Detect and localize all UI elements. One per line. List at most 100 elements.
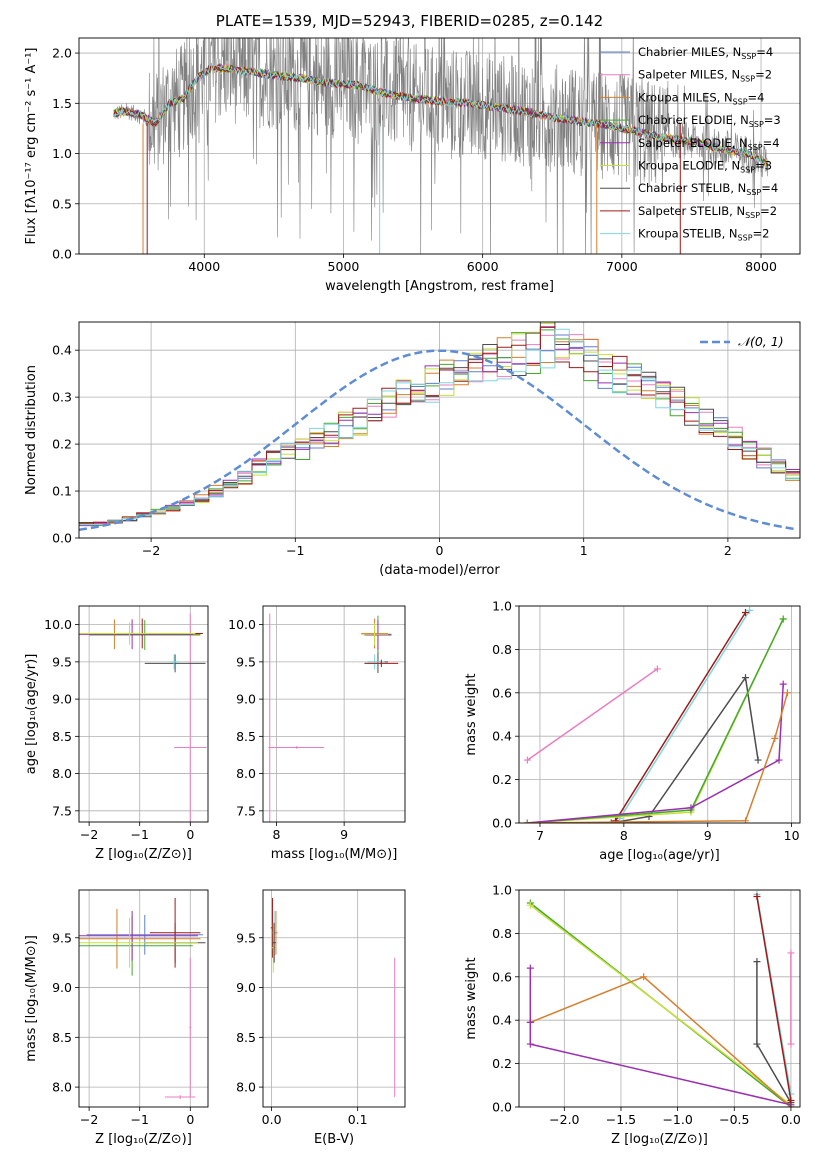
age_vs_mass-xlabel: mass [log₁₀(M/M⊙)] bbox=[271, 847, 398, 862]
weight_vs_Z-marker bbox=[526, 901, 534, 909]
weight_vs_Z-xtick-label: −2.0 bbox=[549, 1112, 579, 1127]
age_vs_mass-xtick-label: 8 bbox=[273, 827, 281, 842]
mass_vs_ebv-ytick-label: 9.5 bbox=[236, 930, 256, 945]
mass_vs_ebv-ytick-label: 8.5 bbox=[236, 1030, 256, 1045]
weight_vs_Z-marker bbox=[753, 1040, 761, 1048]
weight_vs_Z-marker bbox=[640, 973, 648, 981]
weight_vs_Z-series-kroupa-miles bbox=[530, 975, 792, 1107]
weight_vs_Z-marker bbox=[787, 1040, 795, 1048]
weight_vs_age-marker bbox=[687, 804, 695, 812]
age_vs_Z-ytick-label: 8.0 bbox=[52, 766, 72, 781]
weight_vs_Z-ytick-label: 0.4 bbox=[492, 1013, 512, 1028]
legend-entry-8: Kroupa STELIB, NSSP=2 bbox=[638, 227, 769, 243]
age_vs_Z-ylabel: age [log₁₀(age/yr)] bbox=[24, 654, 39, 775]
legend-entry-normal: 𝒩(0, 1) bbox=[738, 334, 784, 349]
weight_vs_age-ytick-label: 0.0 bbox=[492, 816, 512, 831]
mass_vs_ebv-xlabel: E(B-V) bbox=[314, 1132, 354, 1147]
residuals-ytick-label: 0.4 bbox=[52, 343, 72, 358]
legend-count: =4 bbox=[761, 181, 778, 195]
age_vs_Z-plot-area bbox=[79, 613, 207, 822]
weight_vs_age-ylabel: mass weight bbox=[464, 673, 479, 755]
age_vs_Z-ytick-label: 7.5 bbox=[52, 803, 72, 818]
mass_vs_ebv-ytick-label: 8.0 bbox=[236, 1080, 256, 1095]
weight_vs_Z-ytick-label: 0.8 bbox=[492, 926, 512, 941]
weight_vs_Z-ytick-label: 0.6 bbox=[492, 969, 512, 984]
legend-entry-3: Chabrier ELODIE, NSSP=3 bbox=[638, 113, 781, 129]
weight_vs_Z-marker bbox=[526, 964, 534, 972]
age_vs_mass-xtick-label: 9 bbox=[340, 827, 348, 842]
age_vs_Z-xtick-label: 0 bbox=[186, 827, 194, 842]
histogram-kroupa-stelib bbox=[79, 328, 800, 525]
mass_vs_ebv-ytick-label: 9.0 bbox=[236, 980, 256, 995]
weight_vs_age-marker bbox=[775, 756, 783, 764]
spectrum-xtick-label: 6000 bbox=[467, 259, 499, 274]
residuals-xtick-label: −1 bbox=[286, 543, 304, 558]
mass_vs_Z-xtick-label: −1 bbox=[130, 1112, 148, 1127]
mass_vs_Z-xtick-label: 0 bbox=[186, 1112, 194, 1127]
weight_vs_age-marker bbox=[779, 680, 787, 688]
weight_vs_Z-ytick-label: 1.0 bbox=[492, 883, 512, 898]
residuals-ylabel: Normed distribution bbox=[24, 365, 39, 495]
spectrum-ytick-label: 0.0 bbox=[52, 247, 72, 262]
age_vs_Z-ytick-label: 9.5 bbox=[52, 654, 72, 669]
weight_vs_age-series-chabrier-stelib bbox=[611, 675, 759, 823]
weight_vs_age-ytick-label: 0.2 bbox=[492, 772, 512, 787]
weight_vs_age-marker bbox=[783, 689, 791, 697]
figure-title: PLATE=1539, MJD=52943, FIBERID=0285, z=0… bbox=[215, 12, 604, 30]
spectrum-xtick-label: 5000 bbox=[328, 259, 360, 274]
mass_vs_ebv-plot-area bbox=[270, 897, 396, 1098]
weight_vs_age-xtick-label: 9 bbox=[704, 828, 712, 843]
weight_vs_age-marker bbox=[653, 665, 661, 673]
weight_vs_age-series-kroupa-miles bbox=[527, 692, 789, 823]
weight_vs_age-xtick-label: 7 bbox=[536, 828, 544, 843]
spectrum-xlabel: wavelength [Angstrom, rest frame] bbox=[325, 279, 554, 294]
weight_vs_age-marker bbox=[523, 756, 531, 764]
weight_vs_age-marker bbox=[523, 819, 531, 823]
age_vs_Z-ytick-label: 9.0 bbox=[52, 692, 72, 707]
age_vs_mass-ytick-label: 8.5 bbox=[236, 729, 256, 744]
spectrum-ytick-label: 1.5 bbox=[52, 96, 72, 111]
weight_vs_age-marker bbox=[754, 756, 762, 764]
age_vs_Z-ytick-label: 8.5 bbox=[52, 729, 72, 744]
weight_vs_age-marker bbox=[746, 606, 754, 614]
mass_vs_Z-ylabel: mass [log₁₀(M/M⊙)] bbox=[24, 935, 39, 1062]
mass_vs_Z-ytick-label: 9.5 bbox=[52, 930, 72, 945]
spectrum-frame bbox=[78, 37, 801, 255]
mass_vs_ebv-xtick-label: 0.0 bbox=[262, 1112, 282, 1127]
age_vs_Z-xlabel: Z [log₁₀(Z/Z⊙)] bbox=[95, 847, 192, 862]
legend-count: =2 bbox=[753, 227, 770, 241]
weight_vs_Z-marker bbox=[753, 958, 761, 966]
spectrum-data-line bbox=[113, 38, 768, 254]
spectrum-xtick-label: 7000 bbox=[606, 259, 638, 274]
weight_vs_age-series-kroupa-stelib bbox=[619, 609, 751, 820]
weight_vs_Z-xtick-label: 0.0 bbox=[781, 1112, 801, 1127]
weight_vs_age-ytick-label: 0.4 bbox=[492, 729, 512, 744]
weight_vs_Z-xtick-label: −0.5 bbox=[719, 1112, 749, 1127]
legend-subscript: SSP bbox=[748, 143, 763, 152]
legend-entry-4: Salpeter ELODIE, NSSP=4 bbox=[638, 136, 780, 152]
age_vs_mass-ytick-label: 7.5 bbox=[236, 803, 256, 818]
weight_vs_age-marker bbox=[779, 615, 787, 623]
residuals-xtick-label: −2 bbox=[142, 543, 160, 558]
age_vs_Z-ytick-label: 10.0 bbox=[44, 617, 72, 632]
legend-count: =4 bbox=[756, 45, 773, 59]
weight_vs_Z-xtick-label: −1.5 bbox=[606, 1112, 636, 1127]
residuals-xlabel: (data-model)/error bbox=[379, 563, 500, 578]
age_vs_mass-plot-area bbox=[268, 613, 399, 822]
weight_vs_age-series-salpeter-stelib bbox=[614, 612, 747, 822]
weight_vs_Z-frame bbox=[518, 889, 801, 1108]
legend-subscript: SSP bbox=[733, 97, 748, 106]
weight_vs_age-marker bbox=[771, 734, 779, 742]
weight_vs_Z-marker bbox=[753, 893, 761, 901]
weight_vs_Z-ytick-label: 0.2 bbox=[492, 1056, 512, 1071]
age_vs_mass-frame bbox=[262, 605, 406, 823]
legend-subscript: SSP bbox=[740, 166, 755, 175]
legend-subscript: SSP bbox=[738, 234, 753, 243]
age_vs_Z-xtick-label: −1 bbox=[130, 827, 148, 842]
residuals-ytick-label: 0.3 bbox=[52, 390, 72, 405]
weight_vs_age-ytick-label: 1.0 bbox=[492, 599, 512, 614]
mass_vs_Z-frame bbox=[78, 889, 209, 1108]
legend-subscript: SSP bbox=[749, 120, 764, 129]
weight_vs_age-frame bbox=[518, 605, 801, 824]
